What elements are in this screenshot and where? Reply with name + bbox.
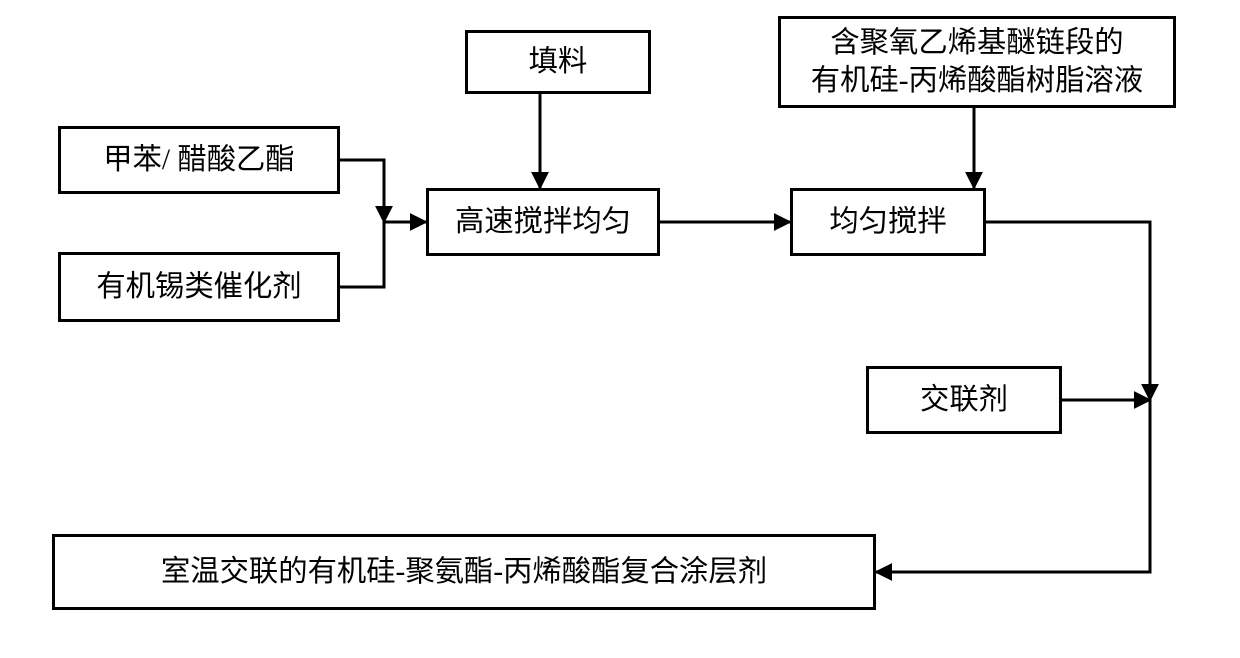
node-label: 交联剂 (920, 381, 1008, 419)
node-label: 均匀搅拌 (829, 203, 946, 241)
node-solvent: 甲苯/ 醋酸乙酯 (58, 126, 340, 194)
node-label: 室温交联的有机硅-聚氨酯-丙烯酸酯复合涂层剂 (161, 553, 767, 591)
node-crosslink: 交联剂 (866, 366, 1062, 434)
node-mix1: 高速搅拌均匀 (426, 188, 660, 256)
node-label: 填料 (529, 43, 588, 81)
node-catalyst: 有机锡类催化剂 (58, 252, 340, 322)
node-mix2: 均匀搅拌 (790, 188, 986, 256)
node-label: 有机锡类催化剂 (96, 268, 301, 306)
flowchart-canvas: 甲苯/ 醋酸乙酯 有机锡类催化剂 填料 高速搅拌均匀 含聚氧乙烯基醚链段的 有机… (0, 0, 1240, 658)
node-filler: 填料 (465, 30, 651, 94)
node-product: 室温交联的有机硅-聚氨酯-丙烯酸酯复合涂层剂 (52, 534, 876, 610)
node-label: 甲苯/ 醋酸乙酯 (103, 141, 294, 179)
node-label: 含聚氧乙烯基醚链段的 有机硅-丙烯酸酯树脂溶液 (811, 24, 1143, 100)
node-label: 高速搅拌均匀 (455, 203, 631, 241)
node-resin: 含聚氧乙烯基醚链段的 有机硅-丙烯酸酯树脂溶液 (778, 16, 1176, 108)
